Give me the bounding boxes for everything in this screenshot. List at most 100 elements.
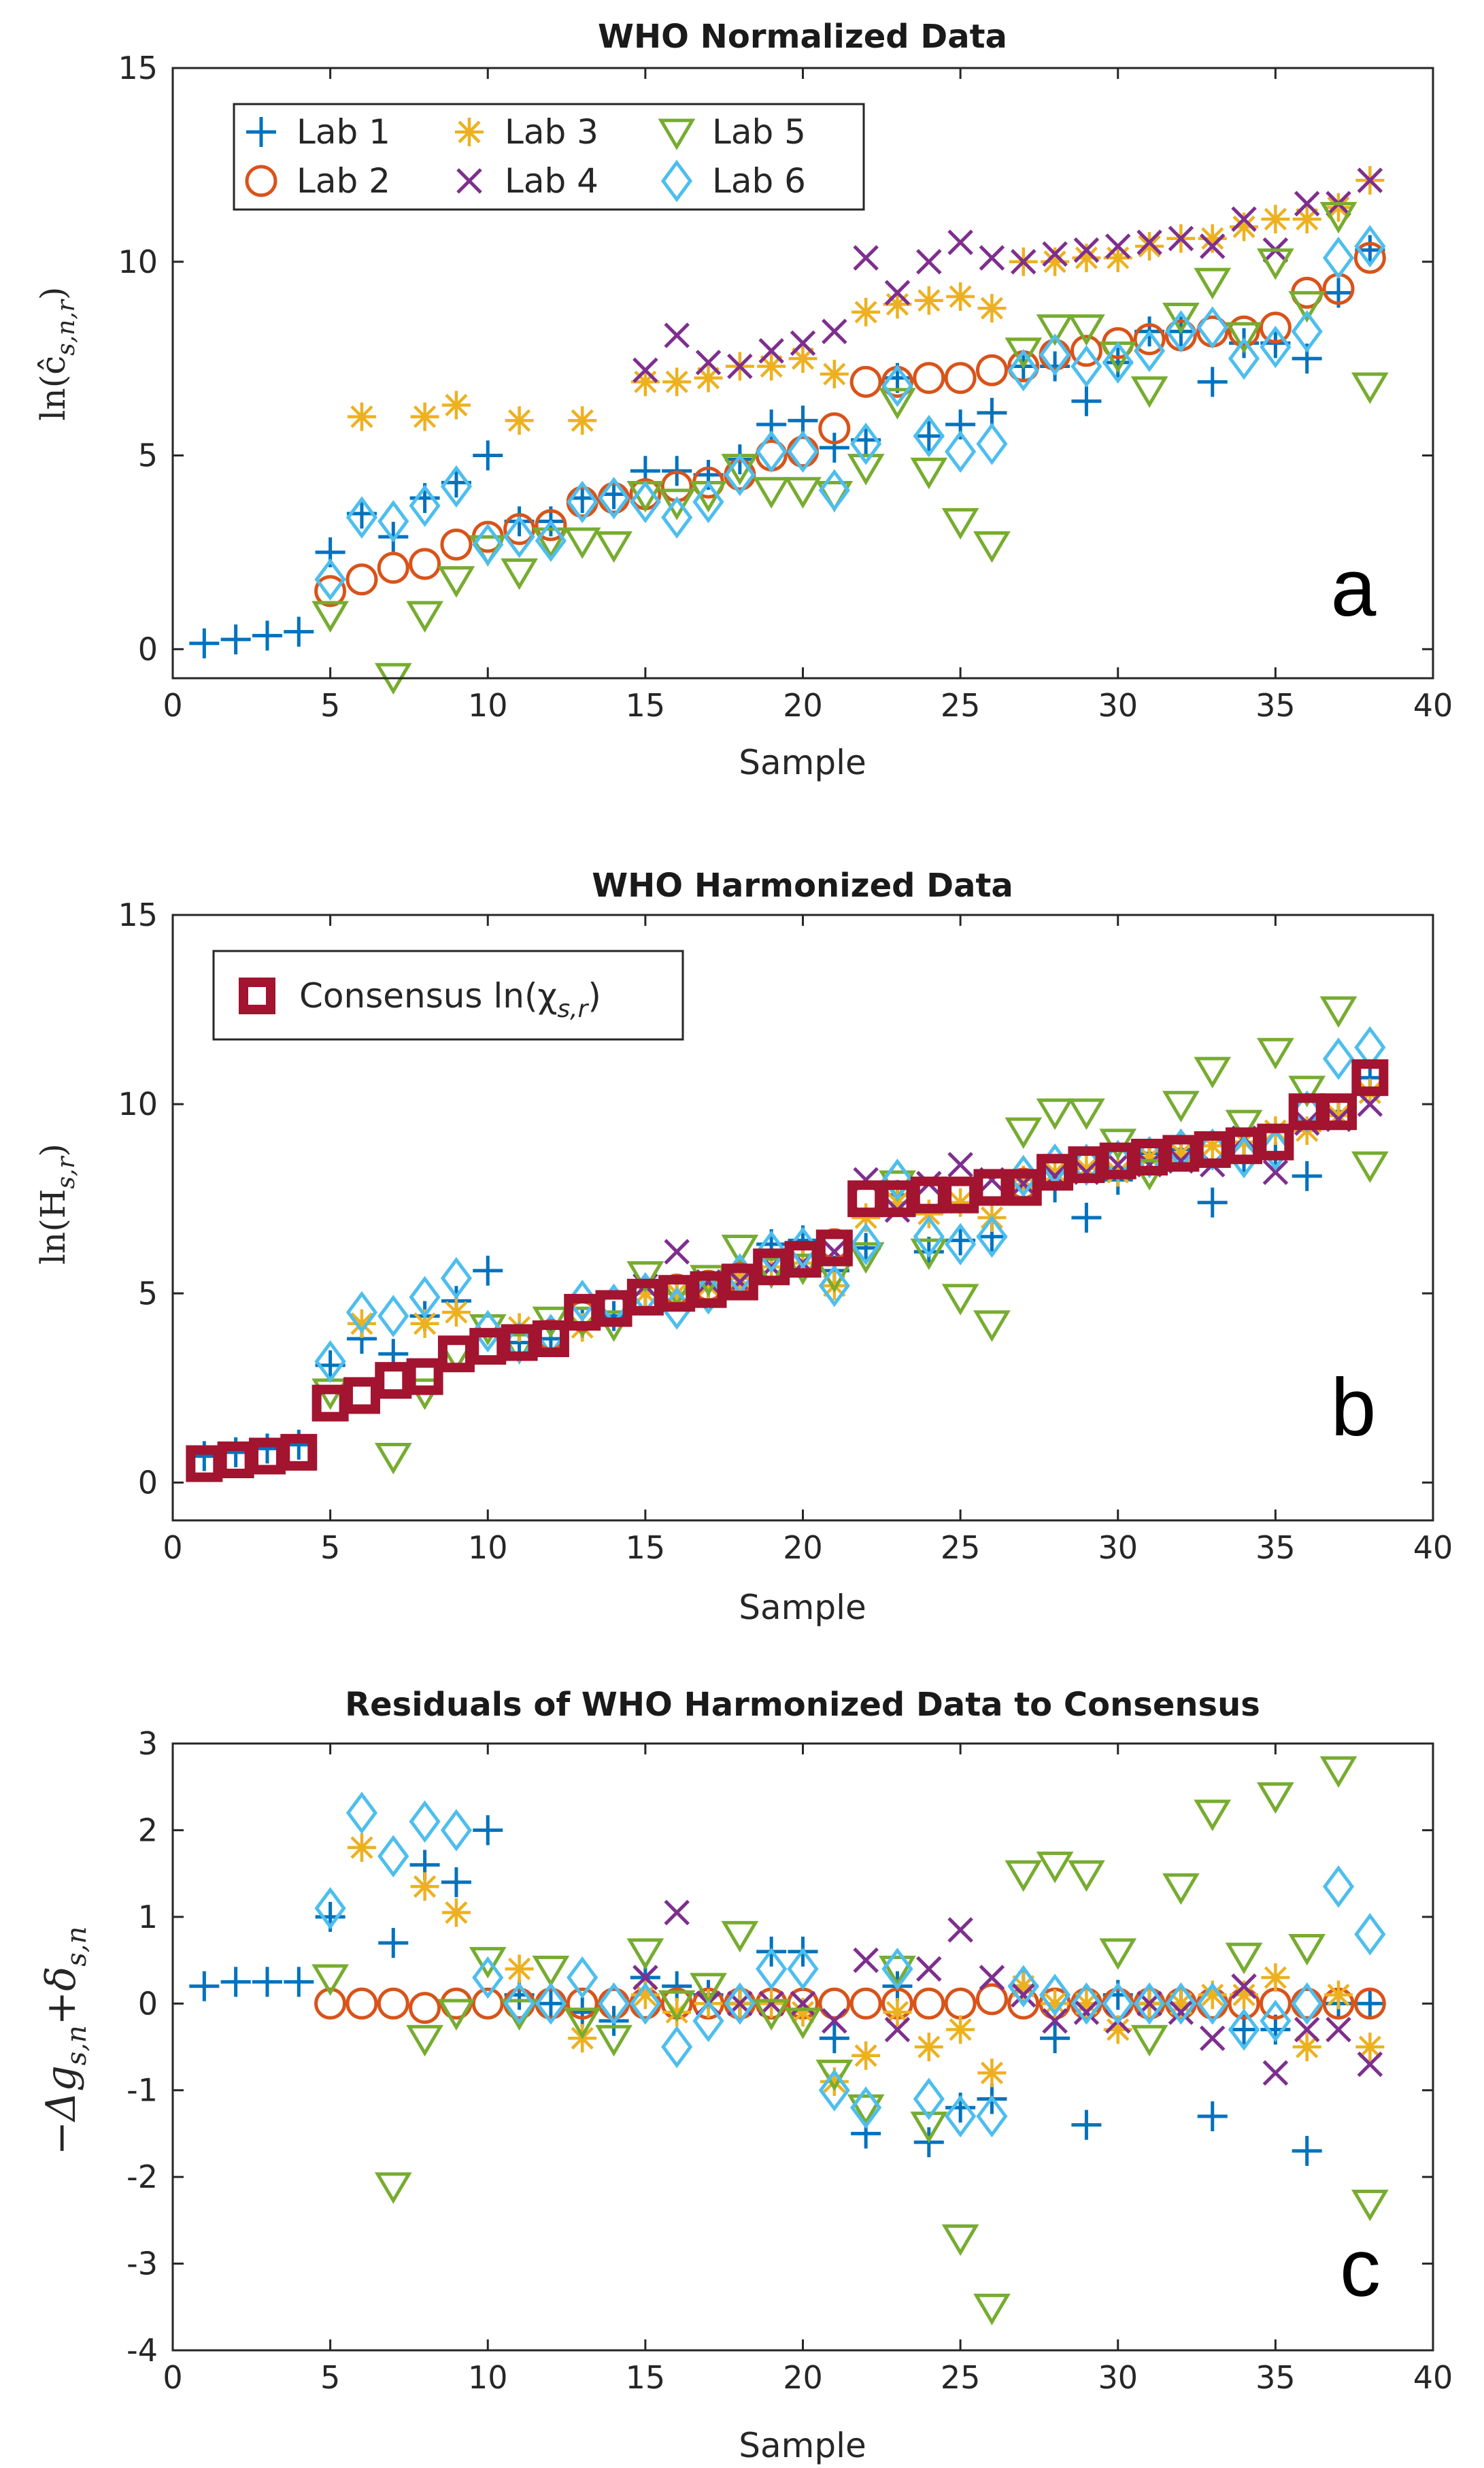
panel-c-marks: [189, 1756, 1389, 2326]
panel-b-xlabel: Sample: [739, 1588, 866, 1627]
data-point: [503, 1982, 535, 2025]
data-point: [661, 2025, 693, 2069]
data-point: [853, 245, 879, 271]
panel-c-ylabel: −Δgs,n+δs,n: [37, 1927, 92, 2155]
data-point: [941, 1284, 979, 1316]
data-point: [1194, 1056, 1232, 1088]
data-point: [910, 1238, 948, 1270]
data-point: [469, 1328, 507, 1365]
data-point: [1291, 1987, 1323, 2020]
data-point: [220, 624, 251, 655]
y-tick-label: 0: [138, 631, 158, 667]
data-point: [410, 1309, 439, 1338]
x-tick-label: 15: [626, 2359, 666, 2396]
data-point: [694, 363, 723, 393]
legend-label: Lab 5: [712, 112, 806, 152]
data-point: [532, 1955, 570, 1988]
legend-consensus-label: Consensus ln(χs,r): [299, 976, 601, 1023]
data-point: [881, 364, 913, 407]
data-point: [694, 1271, 723, 1301]
data-point: [1198, 224, 1227, 253]
data-point: [1256, 248, 1294, 280]
x-tick-label: 20: [783, 2359, 823, 2396]
data-point: [1070, 345, 1102, 388]
data-point: [598, 1982, 630, 2025]
data-point: [1072, 244, 1101, 273]
panel-c-residuals: Residuals of WHO Harmonized Data to Cons…: [37, 1686, 1453, 2465]
data-point: [851, 2041, 881, 2070]
data-point: [1225, 1110, 1263, 1141]
data-point: [1198, 1131, 1227, 1161]
data-point: [1036, 314, 1074, 346]
data-point: [944, 1987, 977, 2020]
data-point: [535, 1988, 566, 2019]
data-point: [756, 1230, 788, 1273]
data-point: [472, 1310, 504, 1353]
data-point: [378, 1928, 409, 1958]
data-point: [374, 1442, 412, 1475]
data-point: [664, 322, 690, 348]
data-point: [189, 628, 220, 658]
data-point: [724, 453, 756, 497]
data-point: [946, 282, 975, 312]
data-point: [1288, 290, 1326, 323]
data-point: [629, 1982, 661, 2025]
data-point: [973, 1310, 1011, 1342]
data-point: [566, 1987, 598, 2020]
data-point: [914, 2033, 943, 2061]
data-point: [1168, 1999, 1194, 2025]
x-tick-label: 15: [626, 687, 666, 724]
data-point: [1288, 1093, 1326, 1131]
data-point: [440, 465, 473, 508]
data-point: [1197, 1187, 1228, 1218]
data-point: [1260, 325, 1292, 369]
data-point: [1355, 1988, 1385, 2019]
data-point: [1322, 1037, 1355, 1080]
data-point: [847, 1242, 885, 1274]
data-point: [662, 1279, 692, 1308]
data-point: [440, 1809, 473, 1852]
data-point: [945, 430, 977, 473]
data-point: [1005, 337, 1043, 369]
data-point: [1319, 1756, 1357, 1788]
data-point: [1068, 314, 1105, 346]
data-point: [724, 1982, 756, 2025]
x-tick-label: 40: [1413, 2359, 1453, 2396]
data-point: [440, 1256, 473, 1300]
data-point: [847, 1180, 885, 1218]
data-point: [1039, 333, 1071, 376]
x-tick-label: 35: [1255, 1529, 1296, 1566]
data-point: [1260, 1999, 1292, 2042]
data-point: [787, 435, 819, 468]
data-point: [1011, 248, 1036, 275]
x-tick-label: 25: [941, 2359, 981, 2396]
data-point: [1228, 2008, 1260, 2051]
data-point: [441, 1298, 471, 1327]
data-point: [1130, 376, 1168, 408]
data-point: [1261, 1963, 1290, 1992]
data-point: [664, 1899, 690, 1926]
data-point: [472, 523, 504, 566]
y-tick-label: 10: [118, 244, 158, 280]
data-point: [1261, 205, 1290, 234]
data-point: [1355, 2033, 1385, 2061]
data-point: [535, 1982, 567, 2025]
data-point: [1354, 224, 1386, 268]
data-point: [345, 1987, 378, 2020]
data-point: [721, 1920, 759, 1953]
panel-c-title: Residuals of WHO Harmonized Data to Cons…: [345, 1686, 1260, 1724]
data-point: [819, 433, 849, 463]
data-point: [567, 480, 598, 524]
data-point: [630, 1279, 660, 1308]
data-point: [532, 1320, 569, 1357]
data-point: [189, 1971, 220, 2001]
data-point: [532, 527, 570, 559]
data-point: [314, 575, 347, 607]
data-point: [1351, 1151, 1389, 1184]
data-point: [252, 620, 282, 651]
panel-a-legend-box: [233, 103, 865, 211]
panel-c-letter: c: [1340, 2222, 1381, 2314]
x-tick-label: 35: [1255, 687, 1296, 724]
data-point: [973, 1169, 1011, 1206]
data-point: [1294, 190, 1320, 217]
